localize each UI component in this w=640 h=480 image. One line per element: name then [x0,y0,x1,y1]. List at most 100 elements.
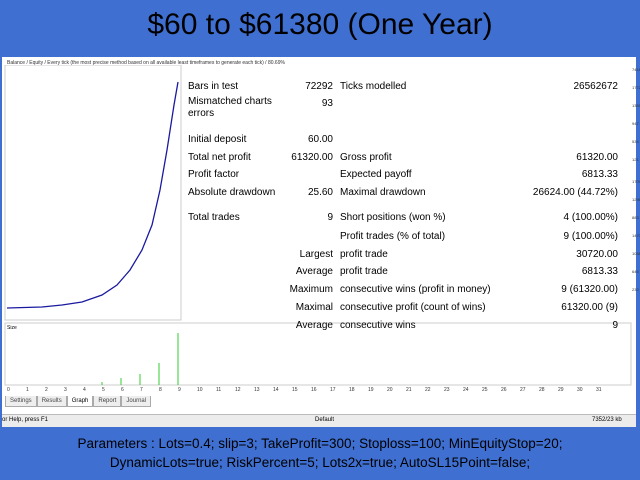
row-value: 4 (100.00%) [563,212,618,223]
x-label: 31 [596,387,602,393]
row-value: 93 [321,98,333,109]
x-label: 0 [7,387,10,393]
title: $60 to $61380 (One Year) [147,8,493,41]
tab[interactable]: Results [36,396,67,407]
scale-label: 1296 [632,197,640,202]
tab[interactable]: Report [93,396,122,407]
scale-label: 232 [632,287,639,292]
row-label: Gross profit [340,152,392,163]
row-label: Profit trades (% of total) [340,231,446,242]
x-label: 16 [311,387,317,393]
x-label: 21 [406,387,412,393]
row-label: consecutive profit (count of wins) [340,302,486,313]
x-label: 22 [425,387,431,393]
x-label: 7 [140,387,143,393]
scale-label: 121 [632,157,639,162]
status-help: or Help, press F1 [2,417,49,423]
x-label: 23 [444,387,450,393]
parameters: Parameters : Lots=0.4; slip=3; TakeProfi… [0,434,640,472]
tab-bar: Settings Results Graph Report Journal [5,396,152,409]
x-label: 14 [273,387,279,393]
tab[interactable]: Journal [121,396,152,407]
scale-label: 1470 [632,233,640,238]
x-label: 6 [121,387,124,393]
row-value: 9 [612,320,618,331]
row-label: Short positions (won %) [340,212,446,223]
scale-label: 645 [632,269,639,274]
row-label: Initial deposit [188,134,247,145]
row-value: Average [295,320,333,331]
row-value: Largest [299,249,333,260]
x-label: 27 [520,387,526,393]
row-label: Profit factor [188,169,240,180]
parameters-line: Parameters : Lots=0.4; slip=3; TakeProfi… [77,436,563,451]
x-label: 1 [26,387,29,393]
row-label: consecutive wins (profit in money) [340,284,491,295]
status-bar: or Help, press F1 Default 7352/23 kb [2,414,636,427]
row-value: 60.00 [307,134,333,145]
volume-bars [101,333,179,385]
row-value: 25.60 [307,187,333,198]
x-label: 9 [178,387,181,393]
row-label: Expected payoff [340,169,412,180]
x-label: 24 [463,387,469,393]
row-value: 61320.00 [576,152,618,163]
x-label: 17 [330,387,336,393]
x-label: 28 [539,387,545,393]
row-value: 9 [327,212,333,223]
row-label: profit trade [340,249,388,260]
x-label: 8 [159,387,162,393]
row-label: Bars in test [188,81,239,92]
scale-label: 883 [632,215,639,220]
row-value: 72292 [305,81,333,92]
x-label: 10 [197,387,203,393]
upper-pane [4,65,182,321]
x-label: 2 [45,387,48,393]
x-label: 25 [482,387,488,393]
scale-label: 1709 [632,179,640,184]
row-value: 9 (61320.00) [561,284,618,295]
row-value: 61320.00 (9) [561,302,618,313]
row-label: Mismatched charts errors [188,96,272,119]
x-label: 12 [235,387,241,393]
tab[interactable]: Graph [66,396,94,407]
x-label: 30 [577,387,583,393]
scale-label: 1058 [632,251,640,256]
lower-pane [4,322,632,386]
row-value: 9 (100.00%) [563,231,618,242]
scale-label: 1359 [632,103,640,108]
x-label: 3 [64,387,67,393]
row-value: 26562672 [573,81,619,92]
x-label: 19 [368,387,374,393]
x-label: 15 [292,387,298,393]
row-label: Ticks modelled [340,81,407,92]
x-label: 13 [254,387,260,393]
row-value: 6813.33 [581,266,618,277]
x-label: 11 [216,387,222,393]
row-value: Average [295,266,333,277]
balance-curve [6,81,179,309]
status-memory: 7352/23 kb [592,417,622,423]
x-label: 26 [501,387,507,393]
x-label: 29 [558,387,564,393]
row-label: profit trade [340,266,388,277]
row-value: 30720.00 [576,249,618,260]
row-label: Total net profit [188,152,251,163]
tab[interactable]: Settings [5,396,37,407]
scale-label: 74185 [632,67,640,72]
row-label: Absolute drawdown [188,187,276,198]
row-label: Total trades [188,212,240,223]
status-profile: Default [315,417,335,423]
graph-legend: Balance / Equity / Every tick (the most … [7,60,285,66]
row-label: Maximal drawdown [340,187,426,198]
scale-label: 534 [632,139,639,144]
x-label: 5 [102,387,105,393]
row-value: Maximal [295,302,333,313]
row-value: 26624.00 (44.72%) [532,187,618,198]
row-value: 6813.33 [581,169,618,180]
row-value: Maximum [289,284,333,295]
scale-label: 1772 [632,85,640,90]
scale-label: 947 [632,121,639,126]
tester-window: Balance / Equity / Every tick (the most … [2,57,640,427]
